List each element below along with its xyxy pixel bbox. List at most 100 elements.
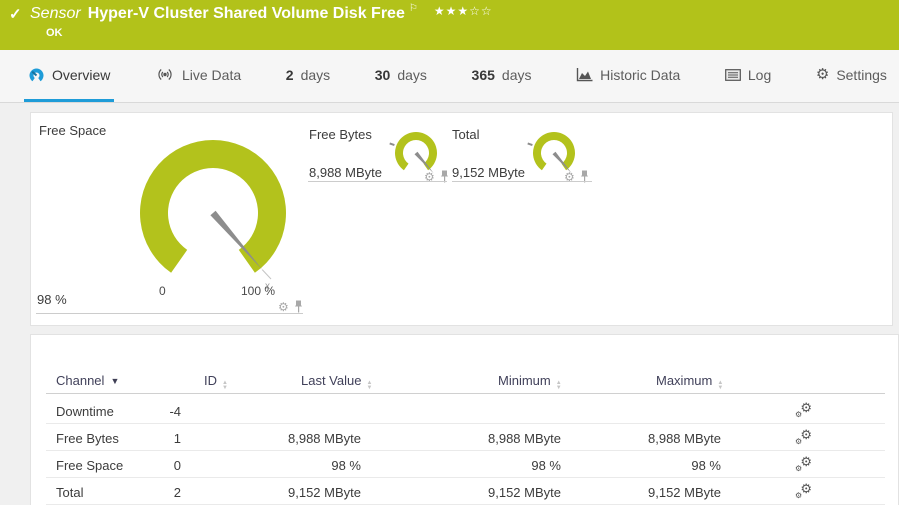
free-space-gauge-actions: ⚙ [278,300,303,313]
gauge-settings-icon[interactable]: ⚙ [424,169,435,184]
column-header-minimum[interactable]: Minimum ▲ ▼ [498,373,562,391]
gauges-panel: x Free Space 0 100 % 98 % ⚙ Free Bytes 8… [30,112,893,326]
stars-empty: ☆☆ [469,4,493,18]
pin-icon[interactable] [294,300,303,313]
tab-30-days-label: days [397,66,427,83]
free-space-value: 98 % [37,292,67,307]
column-header-last-value[interactable]: Last Value ▲ ▼ [301,373,373,391]
settings-gear-icon: ⚙ [815,66,830,83]
total-gauge-title: Total [452,127,480,142]
tab-historic-data[interactable]: Historic Data [572,50,684,102]
flag-icon[interactable]: ⚐ [408,3,418,14]
channel-minimum: 8,988 MByte [488,431,561,446]
column-header-id[interactable]: ID ▲ ▼ [204,373,228,391]
channel-id: 1 [173,431,181,446]
tab-historic-data-label: Historic Data [600,66,681,83]
gauge-icon [28,67,45,83]
channel-maximum: 9,152 MByte [648,485,721,500]
tab-30-days[interactable]: 30 days [371,50,431,102]
tab-overview[interactable]: Overview [24,50,115,102]
tab-365-days-number: 365 [471,66,495,83]
page-title: Sensor Hyper-V Cluster Shared Volume Disk… [30,3,493,23]
tab-log[interactable]: Log [721,50,775,102]
gauge-settings-icon[interactable]: ⚙ [278,299,289,314]
channel-name: Downtime [56,404,114,419]
channel-id: 2 [173,485,181,500]
total-gauge-needle [552,151,572,174]
free-bytes-gauge-arc [395,132,438,171]
status-badge: OK [46,27,63,39]
gauge-block-divider [308,181,447,182]
free-bytes-value: 8,988 MByte [309,165,382,180]
channel-settings-button[interactable]: ⚙ ⚙ [795,481,812,500]
tab-overview-label: Overview [52,66,111,83]
free-bytes-gauge-needle [414,151,434,174]
sort-both-icon: ▲ ▼ [717,380,724,391]
channel-minimum: 9,152 MByte [488,485,561,500]
status-check-icon: ✓ [9,6,22,23]
tab-settings-label: Settings [836,66,887,83]
free-space-scale-max: 100 % [241,284,276,298]
channel-last-value: 8,988 MByte [288,431,361,446]
sort-both-icon: ▲ ▼ [366,380,373,391]
tab-365-days[interactable]: 365 days [468,50,536,102]
channel-name: Total [56,485,84,500]
gauges-graphic: x [140,132,576,292]
channels-table-panel: Channel ▼ ID ▲ ▼ Last Value ▲ ▼ Minimum ▲ ▼ Max… [30,334,899,505]
channel-name: Free Bytes [56,431,119,446]
tab-bar: Overview Live Data 2 days 30 days 365 da… [0,50,899,103]
total-gauge-arc [533,132,576,171]
stars-filled: ★★★ [433,4,470,18]
pin-icon[interactable] [580,170,589,183]
free-space-scale-min: 0 [159,284,166,298]
total-gauge-actions: ⚙ [564,170,589,183]
sort-both-icon: ▲ ▼ [555,380,562,391]
free-bytes-gauge-actions: ⚙ [424,170,449,183]
channel-settings-button[interactable]: ⚙ ⚙ [795,454,812,473]
column-header-channel[interactable]: Channel ▼ [56,373,120,388]
priority-stars[interactable]: ★★★☆☆ [434,4,493,18]
column-header-maximum[interactable]: Maximum ▲ ▼ [656,373,724,391]
tab-2-days[interactable]: 2 days [282,50,334,102]
channel-id: -4 [169,404,181,419]
channel-last-value: 98 % [331,458,361,473]
free-bytes-gauge-title: Free Bytes [309,127,372,142]
sort-both-icon: ▲ ▼ [222,380,228,391]
channel-maximum: 8,988 MByte [648,431,721,446]
gauge-block-divider [36,313,303,314]
channel-maximum: 98 % [691,458,721,473]
table-header-divider [46,393,885,394]
live-data-icon [155,68,175,81]
free-space-gauge-needle [210,210,263,270]
tab-2-days-number: 2 [285,66,294,83]
tab-live-data[interactable]: Live Data [151,50,245,102]
channel-settings-button[interactable]: ⚙ ⚙ [795,400,812,419]
sensor-kind-label: Sensor [30,5,81,22]
sort-desc-icon: ▼ [110,376,120,386]
tab-log-label: Log [747,66,772,83]
pin-icon[interactable] [440,170,449,183]
gauge-block-divider [452,181,592,182]
row-divider [46,450,885,451]
channel-last-value: 9,152 MByte [288,485,361,500]
free-space-gauge-arc [140,140,286,273]
row-divider [46,477,885,478]
free-space-value-marker: x [265,281,270,292]
tab-365-days-label: days [501,66,532,83]
tab-settings[interactable]: ⚙ Settings [812,50,891,102]
gauge-settings-icon[interactable]: ⚙ [564,169,575,184]
channel-settings-button[interactable]: ⚙ ⚙ [795,427,812,446]
channel-name: Free Space [56,458,124,473]
sensor-name: Hyper-V Cluster Shared Volume Disk Free [87,5,405,22]
sensor-header-bar: ✓ Sensor Hyper-V Cluster Shared Volume Di… [0,0,899,50]
area-chart-icon [576,67,593,82]
channel-id: 0 [173,458,181,473]
channel-minimum: 98 % [531,458,561,473]
tab-live-data-label: Live Data [181,66,242,83]
row-divider [46,423,885,424]
tab-30-days-number: 30 [374,66,391,83]
tab-2-days-label: days [300,66,331,83]
free-space-gauge-title: Free Space [39,123,107,138]
log-list-icon [724,68,741,81]
